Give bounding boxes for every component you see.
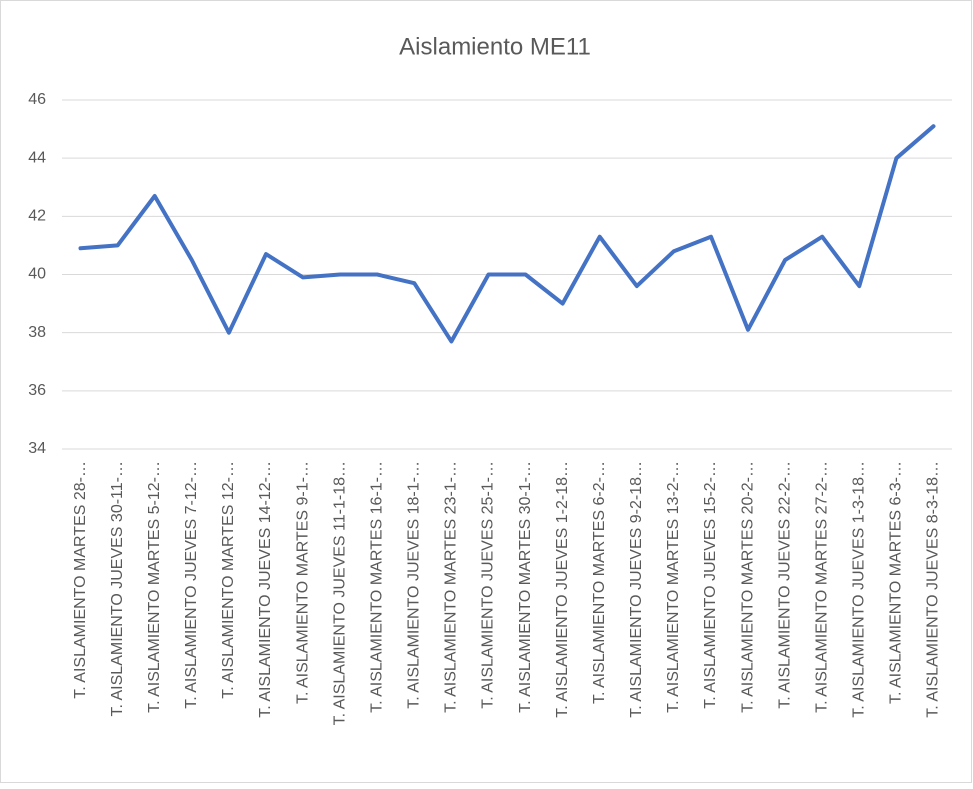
x-tick-label: T. AISLAMIENTO JUEVES 11-1-18…	[331, 461, 348, 725]
x-tick-label: T. AISLAMIENTO JUEVES 25-1-…	[480, 461, 497, 709]
x-tick-label: T. AISLAMIENTO JUEVES 18-1-…	[406, 461, 423, 709]
y-tick-label: 44	[28, 149, 46, 166]
x-tick-label: T. AISLAMIENTO MARTES 20-2-…	[739, 461, 756, 713]
x-tick-label: T. AISLAMIENTO MARTES 16-1-…	[368, 461, 385, 713]
data-line	[78, 124, 936, 344]
x-tick-label: T. AISLAMIENTO JUEVES 9-2-18…	[628, 461, 645, 718]
x-tick-label: T. AISLAMIENTO MARTES 28-…	[72, 461, 89, 699]
x-tick-label: T. AISLAMIENTO MARTES 9-1-…	[294, 461, 311, 704]
y-tick-label: 46	[28, 91, 46, 108]
y-tick-label: 40	[28, 266, 46, 283]
y-tick-label: 38	[28, 324, 46, 341]
x-tick-label: T. AISLAMIENTO JUEVES 22-2-…	[776, 461, 793, 709]
x-tick-label: T. AISLAMIENTO MARTES 27-2-…	[813, 461, 830, 713]
y-tick-label: 34	[28, 440, 46, 457]
x-tick-label: T. AISLAMIENTO JUEVES 8-3-18…	[925, 461, 942, 718]
x-tick-label: T. AISLAMIENTO MARTES 23-1-…	[443, 461, 460, 713]
x-tick-label: T. AISLAMIENTO JUEVES 14-12-…	[257, 461, 274, 718]
x-tick-label: T. AISLAMIENTO JUEVES 1-2-18…	[554, 461, 571, 718]
x-tick-label: T. AISLAMIENTO MARTES 5-12-…	[146, 461, 163, 713]
x-tick-label: T. AISLAMIENTO MARTES 30-1-…	[517, 461, 534, 713]
x-tick-label: T. AISLAMIENTO MARTES 12-…	[220, 461, 237, 699]
x-tick-label: T. AISLAMIENTO JUEVES 7-12-…	[183, 461, 200, 709]
chart-title: Aislamiento ME11	[399, 33, 591, 60]
x-tick-label: T. AISLAMIENTO MARTES 6-2-…	[591, 461, 608, 704]
x-tick-label: T. AISLAMIENTO JUEVES 15-2-…	[702, 461, 719, 709]
y-tick-label: 36	[28, 382, 46, 399]
y-tick-label: 42	[28, 208, 46, 225]
x-tick-label: T. AISLAMIENTO MARTES 13-2-…	[665, 461, 682, 713]
x-tick-label: T. AISLAMIENTO JUEVES 1-3-18…	[851, 461, 868, 718]
x-tick-label: T. AISLAMIENTO MARTES 6-3-…	[888, 461, 905, 704]
x-tick-label: T. AISLAMIENTO JUEVES 30-11-…	[109, 461, 126, 717]
